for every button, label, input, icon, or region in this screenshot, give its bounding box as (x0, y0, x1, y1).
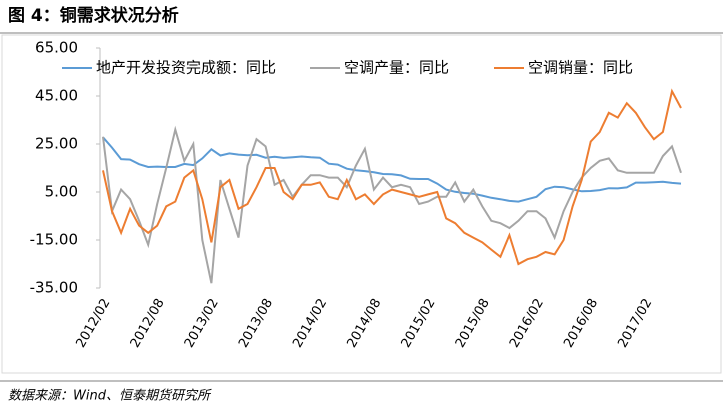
y-tick-label: 45.00 (35, 87, 78, 105)
y-tick-label: -35.00 (30, 279, 78, 297)
y-tick-label: 5.00 (45, 183, 78, 201)
x-tick-label: 2012/02 (73, 296, 113, 350)
x-tick-label: 2016/08 (561, 296, 601, 350)
x-tick-label: 2015/02 (399, 296, 439, 350)
x-tick-label: 2017/02 (615, 296, 655, 350)
y-tick-label: 25.00 (35, 135, 78, 153)
series-line (102, 88, 682, 266)
y-tick-label: -15.00 (30, 231, 78, 249)
chart-frame (1, 34, 722, 374)
x-tick-label: 2012/08 (128, 296, 168, 350)
y-tick-label: 65.00 (35, 39, 78, 57)
legend-label: 空调销量：同比 (528, 59, 633, 77)
x-tick-label: 2013/08 (236, 296, 276, 350)
series-line (102, 136, 682, 203)
source-note: 数据来源：Wind、恒泰期货研究所 (8, 388, 212, 404)
series-line (102, 125, 682, 284)
x-tick-label: 2014/08 (344, 296, 384, 350)
x-tick-label: 2015/08 (453, 296, 493, 350)
x-tick-label: 2013/02 (182, 296, 222, 350)
legend-label: 地产开发投资完成额：同比 (96, 59, 276, 77)
x-tick-label: 2016/02 (507, 296, 547, 350)
chart-title: 图 4：铜需求状况分析 (8, 5, 179, 26)
legend-label: 空调产量：同比 (344, 59, 449, 77)
x-tick-label: 2014/02 (290, 296, 330, 350)
